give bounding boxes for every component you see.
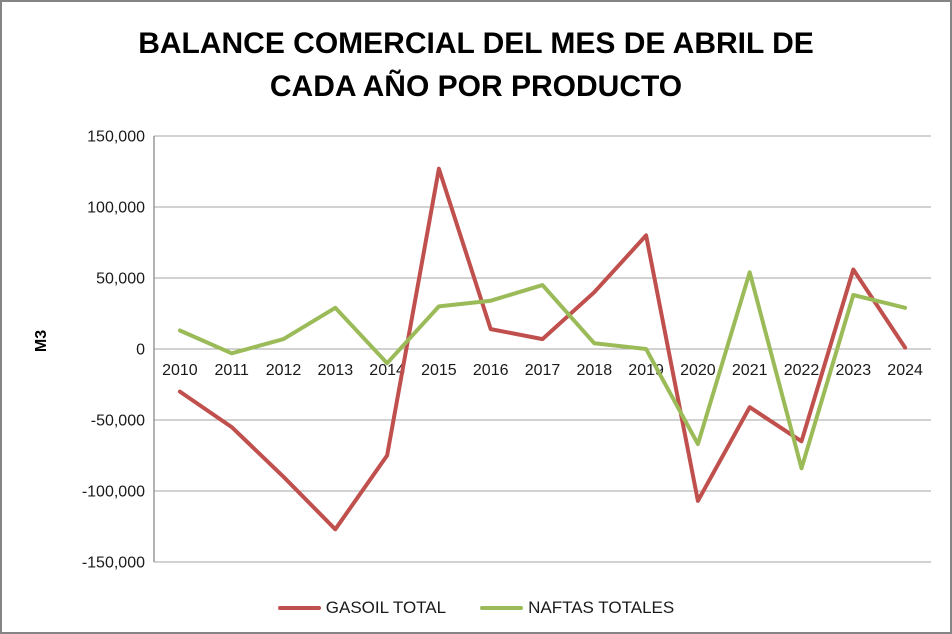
y-axis-tick-label: -150,000 xyxy=(82,555,145,572)
chart-title-line-2: CADA AÑO POR PRODUCTO xyxy=(269,70,683,103)
x-axis-tick-label: 2017 xyxy=(525,362,561,379)
x-axis-tick-label: 2011 xyxy=(214,362,249,379)
y-axis-tick-label: 50,000 xyxy=(96,271,145,288)
naftas-totales-line xyxy=(177,270,908,471)
legend-label-gasoil-total: GASOIL TOTAL xyxy=(325,598,447,617)
x-axis-tick-label: 2023 xyxy=(836,362,872,379)
x-axis-tick-label: 2024 xyxy=(887,362,923,379)
legend-item-gasoil-total: GASOIL TOTAL xyxy=(277,598,447,618)
y-axis-tick-label: 150,000 xyxy=(87,129,145,146)
gasoil-total-line-swatch xyxy=(277,606,321,610)
legend-label-naftas-totales: NAFTAS TOTALES xyxy=(528,598,675,617)
x-axis-tick-label: 2014 xyxy=(369,362,405,379)
chart-title-line-1: BALANCE COMERCIAL DEL MES DE ABRIL DE xyxy=(138,27,814,60)
x-axis-tick-label: 2012 xyxy=(266,362,302,379)
x-axis-tick-label: 2018 xyxy=(577,362,613,379)
x-axis-tick-label: 2010 xyxy=(162,362,198,379)
y-axis-tick-label: 0 xyxy=(136,342,145,359)
legend: GASOIL TOTAL NAFTAS TOTALES xyxy=(2,598,950,618)
naftas-totales-line-swatch xyxy=(480,606,524,610)
y-axis-tick-label: 100,000 xyxy=(87,200,145,217)
chart-title: BALANCE COMERCIAL DEL MES DE ABRIL DE CA… xyxy=(2,22,950,108)
y-axis-tick-label: -100,000 xyxy=(82,484,145,501)
x-axis-tick-label: 2015 xyxy=(421,362,457,379)
x-axis-tick-label: 2013 xyxy=(318,362,354,379)
legend-item-naftas-totales: NAFTAS TOTALES xyxy=(480,598,674,618)
x-axis-tick-label: 2020 xyxy=(680,362,716,379)
y-axis-tick-label: -50,000 xyxy=(91,413,145,430)
x-axis-tick-label: 2021 xyxy=(732,362,768,379)
x-axis-tick-label: 2022 xyxy=(784,362,820,379)
x-axis-tick-label: 2016 xyxy=(473,362,509,379)
gasoil-total-line xyxy=(177,166,908,532)
